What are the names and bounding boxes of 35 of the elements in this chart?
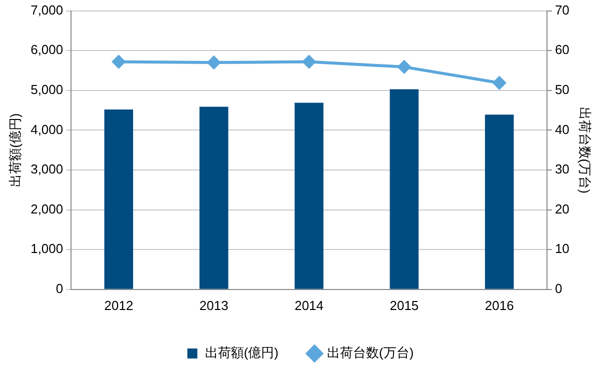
bar: [199, 106, 228, 289]
y2-tick-label: 40: [554, 122, 570, 137]
y-tick-label: 0: [56, 280, 64, 296]
y2-tick-label: 60: [554, 42, 570, 58]
y2-tick-label: 70: [554, 2, 570, 18]
y-tick-label: 6,000: [30, 42, 64, 58]
point: [302, 55, 316, 68]
y-tick-label: 2,000: [30, 201, 64, 216]
y2-axis-title: 出荷台数(万台): [578, 106, 593, 194]
point: [398, 60, 411, 74]
point: [207, 56, 220, 70]
y2-tick-label: 0: [554, 280, 562, 296]
x-tick-label: 2015: [390, 298, 419, 313]
legend-label: 出荷台数(万台): [327, 345, 414, 360]
y2-tick-label: 10: [554, 241, 570, 256]
y-tick-label: 5,000: [30, 82, 64, 97]
bar: [484, 114, 514, 289]
x-tick-label: 2014: [294, 298, 324, 313]
point: [112, 55, 126, 68]
y-tick-label: 4,000: [30, 122, 64, 137]
y2-tick-label: 30: [554, 162, 570, 177]
y2-tick-label: 50: [554, 82, 570, 97]
point: [492, 76, 506, 90]
x-tick-label: 2016: [484, 298, 514, 313]
y2-tick-label: 20: [554, 201, 570, 216]
y-axis-title: 出荷額(億円): [7, 113, 22, 187]
bar: [104, 110, 134, 289]
x-tick-label: 2013: [199, 298, 228, 313]
y-tick-label: 3,000: [30, 162, 64, 177]
bar: [390, 89, 419, 289]
x-tick-label: 2012: [104, 298, 134, 313]
y-tick-label: 1,000: [30, 241, 64, 256]
bar: [294, 102, 324, 289]
legend-label: 出荷額(億円): [204, 345, 279, 360]
y-tick-label: 7,000: [30, 2, 64, 18]
